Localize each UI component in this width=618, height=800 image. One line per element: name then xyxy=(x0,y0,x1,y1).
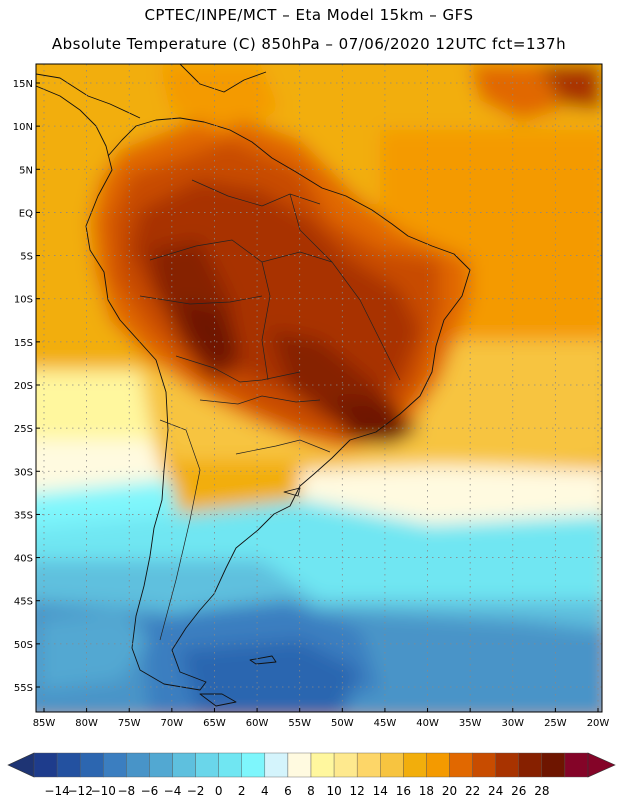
legend-tick-label: −8 xyxy=(117,784,135,798)
legend-tick-label: −6 xyxy=(141,784,159,798)
lat-label: 30S xyxy=(14,467,33,478)
legend-swatch xyxy=(33,752,58,778)
legend-swatch xyxy=(426,752,450,778)
legend-swatch xyxy=(564,752,589,778)
legend-swatch xyxy=(241,752,266,778)
legend-swatch xyxy=(356,752,381,778)
lat-label: 15N xyxy=(13,79,33,90)
lon-label: 65W xyxy=(203,718,226,729)
legend-swatch xyxy=(403,752,427,778)
lon-label: 85W xyxy=(33,718,56,729)
legend-tick-label: 20 xyxy=(442,784,457,798)
legend-tick-label: 26 xyxy=(511,784,526,798)
legend-tick-label: 12 xyxy=(350,784,365,798)
legend-tick-label: −4 xyxy=(164,784,182,798)
legend-swatch xyxy=(264,752,289,778)
lon-label: 35W xyxy=(459,718,482,729)
legend-tick-label: 22 xyxy=(465,784,480,798)
legend-tick-label: 14 xyxy=(373,784,388,798)
lon-label: 25W xyxy=(544,718,567,729)
legend-swatch xyxy=(495,752,519,778)
lat-label: 50S xyxy=(14,640,33,651)
legend-swatch xyxy=(103,752,127,778)
lat-label: 10S xyxy=(14,295,33,306)
lon-label: 80W xyxy=(75,718,98,729)
legend-swatch xyxy=(218,752,242,778)
legend-swatch xyxy=(541,752,566,778)
legend-tick-label: −14 xyxy=(44,784,69,798)
political-borders xyxy=(139,179,401,641)
legend-tick-label: 24 xyxy=(488,784,503,798)
lat-lon-grid xyxy=(36,64,602,712)
legend-swatch xyxy=(333,752,358,778)
lat-label: EQ xyxy=(19,208,33,219)
lat-label: 35S xyxy=(14,510,33,521)
legend-swatch xyxy=(518,752,543,778)
axis-ticks xyxy=(36,82,599,712)
legend-tick-label: 28 xyxy=(534,784,549,798)
lon-label: 60W xyxy=(246,718,269,729)
lat-label: 25S xyxy=(14,424,33,435)
legend-tick-label: 6 xyxy=(284,784,292,798)
lon-label: 30W xyxy=(501,718,524,729)
legend-swatch xyxy=(380,752,404,778)
legend-tick-label: 10 xyxy=(326,784,341,798)
legend-tick-label: 2 xyxy=(238,784,246,798)
lon-label: 75W xyxy=(118,718,141,729)
legend-tick-label: 18 xyxy=(419,784,434,798)
legend-tick-label: −2 xyxy=(187,784,205,798)
legend-tick-label: 0 xyxy=(215,784,223,798)
legend-over-arrow xyxy=(587,752,616,778)
legend-swatch xyxy=(449,752,473,778)
lat-label: 40S xyxy=(14,554,33,565)
coastlines xyxy=(36,64,471,707)
lat-label: 15S xyxy=(14,338,33,349)
lon-label: 55W xyxy=(288,718,311,729)
lon-label: 40W xyxy=(416,718,439,729)
lat-label: 5N xyxy=(19,165,33,176)
legend-swatch xyxy=(126,752,150,778)
lon-label: 50W xyxy=(331,718,354,729)
lat-label: 5S xyxy=(20,252,33,263)
lat-label: 20S xyxy=(14,381,33,392)
map-frame xyxy=(35,63,603,713)
map-title-line1: CPTEC/INPE/MCT – Eta Model 15km – GFS xyxy=(144,6,474,24)
lon-label: 70W xyxy=(161,718,184,729)
legend-swatch xyxy=(172,752,196,778)
legend-swatch xyxy=(149,752,173,778)
legend-tick-label: −12 xyxy=(68,784,93,798)
legend-swatch xyxy=(79,752,104,778)
legend-swatch xyxy=(472,752,496,778)
map-title-line2: Absolute Temperature (C) 850hPa – 07/06/… xyxy=(51,35,567,53)
legend-tick-label: 16 xyxy=(396,784,411,798)
lat-label: 10N xyxy=(13,122,33,133)
legend-under-arrow xyxy=(7,752,35,778)
lon-label: 20W xyxy=(587,718,610,729)
lon-label: 45W xyxy=(374,718,397,729)
lat-label: 45S xyxy=(14,597,33,608)
legend-swatch xyxy=(287,752,312,778)
legend-tick-label: 4 xyxy=(261,784,269,798)
legend-tick-label: 8 xyxy=(307,784,315,798)
legend-swatch xyxy=(56,752,81,778)
legend-tick-label: −10 xyxy=(91,784,116,798)
lat-label: 55S xyxy=(14,683,33,694)
legend-swatch xyxy=(195,752,219,778)
legend-swatch xyxy=(310,752,335,778)
